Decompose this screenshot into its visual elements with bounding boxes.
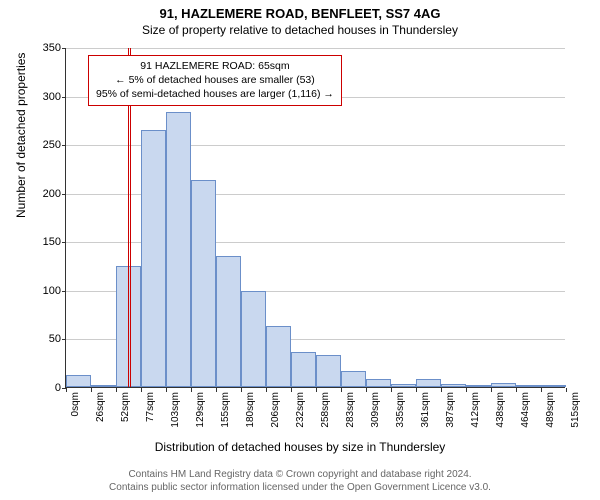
histogram-bar (66, 375, 91, 387)
xtick-mark (541, 388, 542, 392)
xtick-mark (416, 388, 417, 392)
histogram-bar (541, 385, 566, 387)
histogram-bar (266, 326, 291, 387)
ytick-label: 50 (31, 333, 61, 345)
xtick-label: 129sqm (195, 392, 206, 428)
xtick-label: 438sqm (495, 392, 506, 428)
xtick-label: 335sqm (395, 392, 406, 428)
histogram-bar (316, 355, 341, 387)
xtick-label: 309sqm (370, 392, 381, 428)
xtick-label: 258sqm (320, 392, 331, 428)
ytick-mark (62, 291, 66, 292)
ytick-mark (62, 242, 66, 243)
footer: Contains HM Land Registry data © Crown c… (0, 468, 600, 494)
xtick-label: 489sqm (545, 392, 556, 428)
xtick-label: 26sqm (95, 392, 106, 422)
histogram-bar (91, 385, 116, 387)
histogram-bar (366, 379, 391, 387)
xtick-label: 232sqm (295, 392, 306, 428)
xtick-label: 361sqm (420, 392, 431, 428)
ytick-label: 200 (31, 188, 61, 200)
ytick-label: 0 (31, 382, 61, 394)
y-axis-label: Number of detached properties (14, 53, 28, 218)
xtick-mark (441, 388, 442, 392)
histogram-bar (291, 352, 316, 387)
xtick-mark (141, 388, 142, 392)
xtick-label: 412sqm (470, 392, 481, 428)
xtick-mark (491, 388, 492, 392)
xtick-mark (341, 388, 342, 392)
xtick-mark (566, 388, 567, 392)
histogram-bar (341, 371, 366, 387)
xtick-mark (366, 388, 367, 392)
xtick-label: 206sqm (270, 392, 281, 428)
xtick-label: 387sqm (445, 392, 456, 428)
xtick-mark (466, 388, 467, 392)
histogram-bar (241, 291, 266, 387)
xtick-mark (241, 388, 242, 392)
ytick-label: 100 (31, 285, 61, 297)
xtick-label: 77sqm (145, 392, 156, 422)
histogram-bar (516, 385, 541, 387)
histogram-bar (441, 384, 466, 387)
xtick-label: 52sqm (120, 392, 131, 422)
histogram-bar (141, 130, 166, 387)
annotation-box: 91 HAZLEMERE ROAD: 65sqm ← 5% of detache… (88, 55, 342, 106)
ytick-mark (62, 145, 66, 146)
x-axis-label: Distribution of detached houses by size … (0, 440, 600, 454)
gridline (66, 48, 565, 49)
xtick-label: 180sqm (245, 392, 256, 428)
xtick-label: 0sqm (70, 392, 81, 416)
xtick-mark (266, 388, 267, 392)
page-title-main: 91, HAZLEMERE ROAD, BENFLEET, SS7 4AG (0, 6, 600, 23)
histogram-bar (491, 383, 516, 387)
histogram-bar (216, 256, 241, 387)
annotation-line-3: 95% of semi-detached houses are larger (… (96, 87, 334, 101)
annotation-line-2: ← 5% of detached houses are smaller (53) (96, 73, 334, 87)
xtick-mark (516, 388, 517, 392)
histogram-bar (466, 385, 491, 387)
xtick-label: 515sqm (570, 392, 581, 428)
ytick-label: 350 (31, 42, 61, 54)
xtick-label: 464sqm (520, 392, 531, 428)
histogram-bar (391, 384, 416, 387)
ytick-label: 150 (31, 236, 61, 248)
xtick-label: 155sqm (220, 392, 231, 428)
footer-line-2: Contains public sector information licen… (0, 481, 600, 494)
xtick-mark (91, 388, 92, 392)
xtick-mark (216, 388, 217, 392)
ytick-mark (62, 48, 66, 49)
annotation-line-1: 91 HAZLEMERE ROAD: 65sqm (96, 59, 334, 73)
footer-line-1: Contains HM Land Registry data © Crown c… (0, 468, 600, 481)
xtick-mark (116, 388, 117, 392)
histogram-bar (416, 379, 441, 387)
page-title-sub: Size of property relative to detached ho… (0, 23, 600, 39)
histogram-bar (191, 180, 216, 387)
xtick-mark (166, 388, 167, 392)
ytick-label: 300 (31, 91, 61, 103)
ytick-mark (62, 97, 66, 98)
xtick-mark (316, 388, 317, 392)
xtick-mark (391, 388, 392, 392)
histogram-bar (166, 112, 191, 387)
ytick-label: 250 (31, 139, 61, 151)
xtick-label: 103sqm (170, 392, 181, 428)
xtick-mark (291, 388, 292, 392)
xtick-label: 283sqm (345, 392, 356, 428)
xtick-mark (191, 388, 192, 392)
ytick-mark (62, 194, 66, 195)
ytick-mark (62, 339, 66, 340)
xtick-mark (66, 388, 67, 392)
